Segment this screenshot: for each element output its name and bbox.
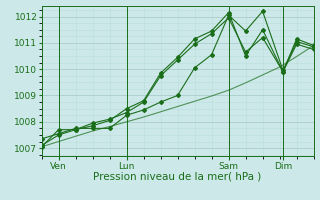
X-axis label: Pression niveau de la mer( hPa ): Pression niveau de la mer( hPa ) <box>93 172 262 182</box>
